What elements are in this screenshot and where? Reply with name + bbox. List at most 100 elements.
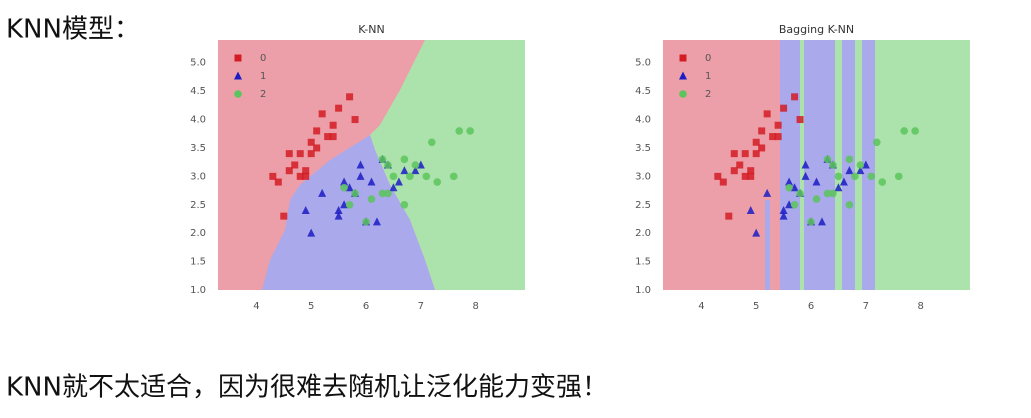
point [340, 177, 349, 186]
point [449, 172, 458, 181]
point [780, 104, 788, 112]
point [296, 172, 304, 180]
point [856, 166, 865, 175]
point [334, 211, 343, 220]
point [335, 104, 343, 112]
point [307, 228, 316, 237]
x-tick-label: 4 [698, 301, 704, 312]
x-tick-label: 8 [472, 301, 478, 312]
y-tick-label: 3.0 [190, 171, 206, 182]
point [378, 189, 387, 198]
point [807, 218, 815, 226]
point [301, 205, 310, 214]
point [362, 218, 370, 226]
y-tick-label: 2.0 [190, 228, 206, 239]
point [329, 133, 337, 141]
y-tick-label: 2.5 [635, 200, 651, 211]
point [758, 127, 766, 135]
legend-marker [679, 71, 687, 80]
point [741, 172, 749, 180]
point [725, 212, 733, 220]
point [394, 177, 403, 186]
y-tick-label: 5.0 [635, 58, 651, 69]
point [384, 189, 392, 198]
x-tick-label: 7 [418, 301, 424, 312]
point [269, 172, 277, 180]
point [302, 172, 310, 180]
point [324, 133, 332, 141]
point [763, 188, 772, 197]
region-1 [862, 40, 875, 290]
point [466, 127, 474, 135]
point [367, 177, 376, 186]
conclusion: KNN就不太适合，因为很难去随机让泛化能力变强！ [6, 373, 608, 403]
point [911, 127, 919, 135]
y-tick-label: 4.0 [190, 115, 206, 126]
chart-title: Bagging K-NN [779, 23, 854, 36]
x-tick-label: 5 [753, 301, 759, 312]
y-tick-label: 4.5 [190, 86, 206, 97]
point [741, 150, 749, 158]
x-tick-label: 8 [917, 301, 923, 312]
y-tick-label: 1.5 [190, 257, 206, 268]
point [378, 155, 387, 164]
point [291, 161, 299, 169]
point [752, 150, 760, 158]
legend-marker [679, 90, 687, 98]
point [801, 171, 810, 180]
legend-marker [234, 71, 242, 80]
y-tick-label: 1.0 [635, 285, 651, 296]
point [313, 127, 321, 135]
point [351, 189, 359, 198]
legend-marker [234, 90, 242, 98]
heading: KNN模型： [6, 15, 140, 45]
point [747, 167, 755, 175]
point [785, 177, 794, 186]
point [340, 183, 348, 192]
point [752, 228, 761, 237]
y-tick-label: 2.0 [635, 228, 651, 239]
point [345, 200, 354, 209]
point [329, 121, 337, 129]
point [384, 161, 392, 169]
point [389, 172, 398, 181]
region-2 [875, 40, 970, 290]
point [411, 166, 420, 175]
region-2 [800, 40, 804, 290]
point [455, 127, 464, 135]
legend-label: 2 [260, 89, 266, 100]
point [774, 133, 782, 141]
y-tick-label: 1.0 [190, 285, 206, 296]
point [400, 166, 409, 175]
point [318, 188, 327, 197]
legend-label: 1 [705, 71, 711, 82]
point [779, 205, 788, 214]
point [834, 172, 843, 181]
point [796, 189, 804, 198]
point [747, 172, 755, 180]
point [346, 93, 354, 101]
point [791, 93, 799, 101]
point [351, 116, 359, 124]
point [845, 200, 854, 209]
y-tick-label: 3.5 [190, 143, 206, 154]
point [714, 172, 722, 180]
point [422, 172, 431, 181]
x-tick-label: 6 [363, 301, 369, 312]
point [389, 183, 398, 192]
point [900, 127, 909, 135]
point [433, 178, 442, 186]
point [823, 189, 832, 198]
point [307, 138, 315, 146]
point [823, 155, 832, 164]
point [796, 116, 804, 124]
knn-regions [218, 40, 525, 290]
y-tick-label: 2.5 [190, 200, 206, 211]
point [894, 172, 903, 181]
point [839, 177, 848, 186]
point [817, 217, 826, 226]
point [367, 195, 376, 203]
point [736, 161, 744, 169]
y-tick-label: 3.0 [635, 171, 651, 182]
